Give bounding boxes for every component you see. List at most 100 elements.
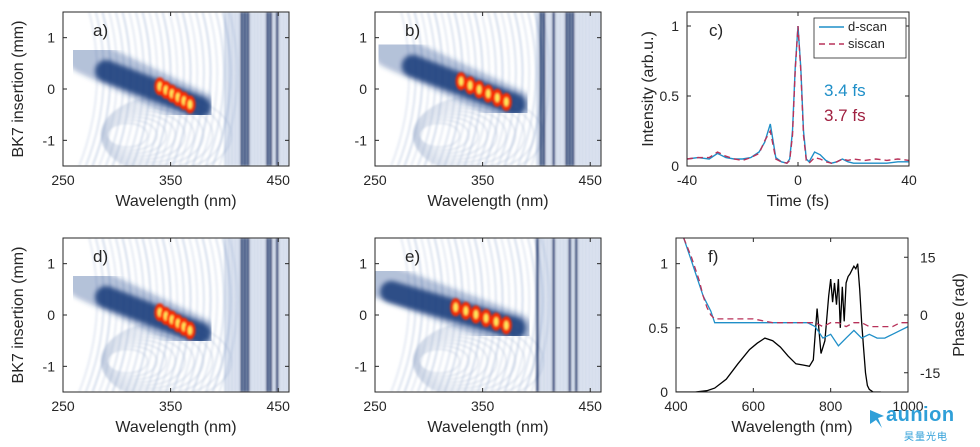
heatmap-stripe	[224, 238, 227, 392]
series-line-spectrum	[676, 263, 881, 392]
heatmap-stripe	[227, 12, 230, 166]
x-axis-label: Wavelength (nm)	[427, 419, 548, 436]
heatmap-stripe	[536, 12, 539, 166]
y2-tick-label: 15	[920, 249, 936, 265]
heatmap-stripe	[546, 12, 549, 166]
panel-label: c)	[709, 21, 723, 40]
heatmap-peak-spot	[458, 76, 464, 86]
x-axis-label: Wavelength (nm)	[731, 419, 852, 436]
y-tick-label: 0	[359, 81, 367, 97]
heatmap-fringe	[198, 12, 219, 166]
heatmap-body	[63, 12, 289, 166]
heatmap-fringe	[185, 12, 205, 166]
y2-tick-label: -15	[920, 365, 940, 381]
heatmap-fringe	[510, 12, 531, 166]
heatmap-stripe	[282, 238, 285, 392]
heatmap-stripe	[594, 12, 597, 166]
heatmap-stripe	[263, 12, 266, 166]
y-axis-label: BK7 insertion (mm)	[10, 247, 27, 384]
heatmap-stripe	[536, 238, 539, 392]
y-tick-label: 1	[671, 18, 679, 34]
heatmap-arc	[418, 119, 470, 151]
heatmap-stripe	[253, 238, 256, 392]
legend-box	[813, 17, 907, 59]
heatmap-arc	[416, 113, 489, 157]
heatmap-stripe	[234, 238, 237, 392]
heatmap-stripe	[575, 238, 578, 392]
heatmap-peak-spot	[187, 99, 193, 109]
x-tick-label: 250	[51, 398, 75, 414]
y-tick-label: 1	[359, 30, 367, 46]
heatmap-stripe	[571, 238, 575, 392]
heatmap-fringe	[390, 238, 410, 392]
heatmap-panel-b: 250 350 450 -1 0 1 Wavelength (nm) b)	[355, 11, 603, 210]
heatmap-body	[375, 238, 601, 392]
x-tick-label: 450	[267, 398, 291, 414]
heatmap-stripe	[539, 238, 542, 392]
series-line-phase-siscan	[683, 238, 908, 328]
heatmap-stripes	[224, 238, 288, 392]
heatmap-stripe	[279, 12, 282, 166]
heatmap-arc	[105, 342, 167, 380]
heatmap-arc	[418, 122, 461, 148]
heatmap-stripe	[266, 238, 269, 392]
heatmap-fringe	[91, 12, 112, 166]
heatmap-peak-spot	[483, 313, 489, 323]
heatmap-fringe	[390, 12, 410, 166]
heatmap-panel-e: 250 350 450 -1 0 1 Wavelength (nm) e)	[355, 237, 602, 436]
heatmap-stripe	[562, 12, 565, 166]
heatmap-stripe	[259, 12, 263, 166]
heatmap-stripe	[247, 12, 250, 166]
heatmap-fringe	[85, 238, 105, 392]
heatmap-fringe	[397, 12, 417, 166]
heatmap-stripe	[240, 12, 243, 166]
y2-axis-label: Phase (rad)	[951, 273, 968, 357]
heatmap-stripe	[240, 238, 243, 392]
heatmap-stripes	[536, 12, 600, 166]
x-tick-label: -40	[677, 172, 697, 188]
x-tick-label: 40	[901, 172, 917, 188]
y-tick-label: 0	[671, 158, 679, 174]
heatmap-arc	[106, 122, 149, 148]
legend: d-scan siscan	[813, 17, 907, 59]
heatmap-peak-spot	[453, 302, 458, 312]
y-tick-label: -1	[43, 132, 56, 148]
heatmap-stripe	[243, 238, 246, 392]
heatmap-arc	[416, 339, 489, 383]
annotation-dscan: 3.4 fs	[824, 81, 866, 100]
legend-entry: d-scan	[848, 19, 887, 34]
x-tick-label: 450	[579, 172, 603, 188]
heatmap-peak-spot	[473, 309, 479, 319]
heatmap-stripe	[269, 12, 272, 166]
heatmap-stripe	[565, 12, 568, 166]
y-tick-label: 0	[660, 384, 668, 400]
heatmap-stripe	[584, 238, 588, 392]
heatmap-stripe	[552, 12, 555, 166]
x-tick-label: 250	[363, 398, 387, 414]
y-tick-label: 0	[47, 307, 55, 323]
y-tick-label: 1	[47, 256, 55, 272]
y-tick-label: 0	[359, 307, 367, 323]
x-axis-label: Wavelength (nm)	[115, 419, 236, 436]
heatmap-stripe	[555, 238, 558, 392]
heatmap-stripe	[542, 238, 546, 392]
heatmap-arc	[104, 113, 177, 157]
heatmap-stripes	[536, 238, 600, 392]
y-tick-label: 0	[47, 81, 55, 97]
heatmap-fringe	[517, 238, 537, 392]
x-tick-label: 600	[742, 398, 766, 414]
heatmap-fringe	[78, 238, 98, 392]
heatmap-arc	[416, 110, 498, 160]
heatmap-peak-spot	[486, 89, 491, 99]
heatmap-stripe	[542, 12, 546, 166]
heatmap-stripe	[237, 12, 240, 166]
x-tick-label: 250	[363, 172, 387, 188]
heatmap-arc	[417, 116, 479, 154]
heatmap-stripe	[256, 238, 259, 392]
heatmap-fringe	[403, 12, 424, 166]
heatmap-arc	[418, 348, 461, 374]
heatmap-arc	[104, 336, 186, 386]
logo-subtext: 昊量光电	[904, 432, 948, 443]
heatmap-stripe	[588, 12, 591, 166]
heatmap-arc	[417, 342, 479, 380]
